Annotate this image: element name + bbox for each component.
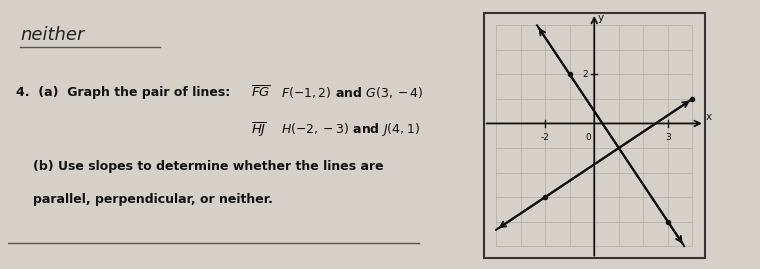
Text: $\overline{FG}$: $\overline{FG}$ <box>252 85 271 101</box>
Text: parallel, perpendicular, or neither.: parallel, perpendicular, or neither. <box>33 193 273 206</box>
Text: $F(-1,2)$ and $G(3,-4)$: $F(-1,2)$ and $G(3,-4)$ <box>281 85 423 100</box>
Text: -2: -2 <box>540 133 549 142</box>
Text: 4.  (a)  Graph the pair of lines:: 4. (a) Graph the pair of lines: <box>16 86 230 100</box>
Text: x: x <box>706 112 712 122</box>
Text: 2: 2 <box>582 70 588 79</box>
Text: 0: 0 <box>585 133 591 142</box>
Text: 3: 3 <box>665 133 671 142</box>
Text: neither: neither <box>21 26 84 44</box>
Text: (b) Use slopes to determine whether the lines are: (b) Use slopes to determine whether the … <box>33 160 384 173</box>
Text: $H(-2,-3)$ and $J(4,1)$: $H(-2,-3)$ and $J(4,1)$ <box>281 121 420 137</box>
Text: $\overline{HJ}$: $\overline{HJ}$ <box>252 121 267 139</box>
Text: y: y <box>597 13 603 23</box>
